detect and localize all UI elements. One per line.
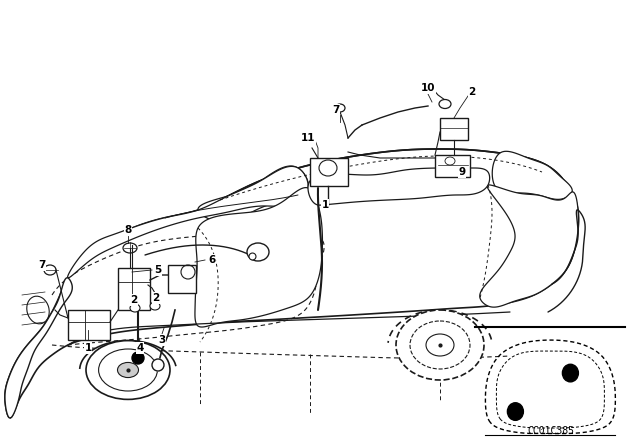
Text: 4: 4: [136, 343, 144, 353]
Ellipse shape: [247, 243, 269, 261]
Text: 7: 7: [38, 260, 45, 270]
FancyBboxPatch shape: [310, 158, 348, 186]
FancyBboxPatch shape: [440, 118, 468, 140]
Ellipse shape: [123, 243, 137, 253]
Circle shape: [132, 352, 144, 364]
Ellipse shape: [426, 334, 454, 356]
Text: 1: 1: [321, 200, 328, 210]
Text: 5: 5: [154, 265, 162, 275]
FancyBboxPatch shape: [435, 155, 470, 177]
Text: 1: 1: [84, 343, 92, 353]
Ellipse shape: [44, 265, 56, 275]
Text: 10: 10: [420, 83, 435, 93]
Polygon shape: [68, 166, 308, 278]
Text: 2: 2: [468, 87, 476, 97]
Polygon shape: [492, 151, 572, 199]
Ellipse shape: [396, 310, 484, 380]
Text: 6: 6: [209, 255, 216, 265]
Polygon shape: [308, 168, 490, 205]
Text: 3: 3: [158, 335, 166, 345]
Ellipse shape: [439, 99, 451, 108]
Text: CC01C385: CC01C385: [527, 426, 574, 436]
Text: 11: 11: [301, 133, 316, 143]
Ellipse shape: [335, 104, 345, 112]
Polygon shape: [198, 166, 308, 222]
Text: 9: 9: [458, 167, 465, 177]
Ellipse shape: [150, 302, 160, 310]
Polygon shape: [5, 278, 72, 418]
Text: 8: 8: [124, 225, 132, 235]
Circle shape: [563, 364, 579, 382]
Text: 2: 2: [131, 295, 138, 305]
FancyBboxPatch shape: [168, 265, 196, 293]
Polygon shape: [480, 185, 579, 307]
Ellipse shape: [118, 362, 138, 378]
Text: 2: 2: [152, 293, 159, 303]
Polygon shape: [5, 149, 579, 418]
Circle shape: [152, 359, 164, 371]
FancyBboxPatch shape: [68, 310, 110, 340]
Circle shape: [508, 403, 524, 420]
Ellipse shape: [86, 340, 170, 400]
FancyBboxPatch shape: [118, 268, 150, 310]
Polygon shape: [195, 188, 323, 327]
Text: 7: 7: [332, 105, 340, 115]
Ellipse shape: [130, 304, 140, 312]
